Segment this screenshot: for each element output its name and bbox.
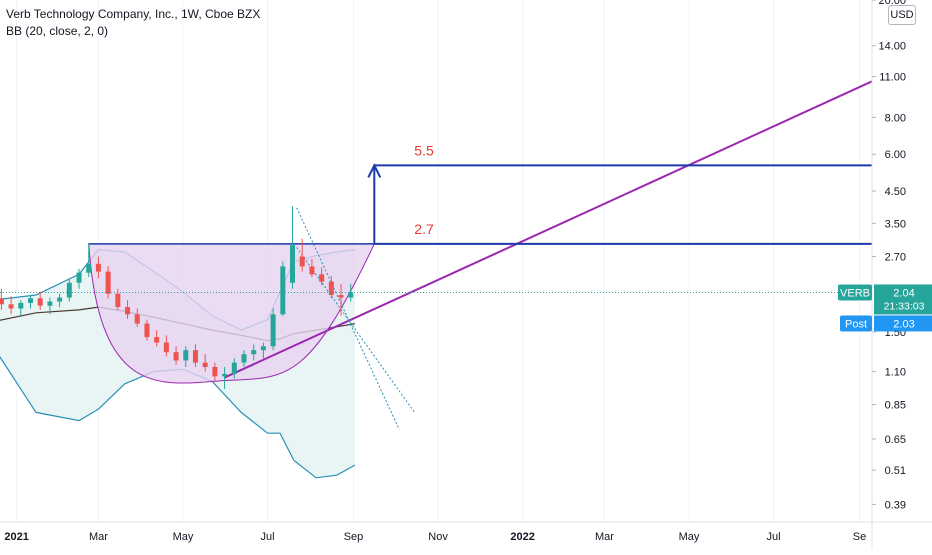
candle-body [144, 323, 150, 338]
candle-body [154, 337, 160, 343]
y-tick-label: 6.00 [885, 149, 906, 161]
post-price-value: 2.03 [893, 318, 914, 330]
x-tick-label: Se [853, 531, 866, 543]
candle-body [134, 314, 140, 324]
x-tick-label: Jul [261, 531, 275, 543]
candle-body [290, 245, 296, 283]
y-tick-label: 8.00 [885, 112, 906, 124]
candle-body [183, 350, 189, 361]
y-tick-label: 0.65 [885, 434, 906, 446]
y-tick-label: 20.00 [878, 0, 906, 7]
y-tick-label: 0.39 [885, 499, 906, 511]
arrow-head [367, 163, 382, 178]
y-tick-label: 1.10 [885, 367, 906, 379]
candle-body [260, 346, 266, 351]
y-tick-label: 3.50 [885, 218, 906, 230]
post-badge-label: Post [845, 318, 867, 330]
candle-body [115, 293, 121, 308]
x-tick-label: Nov [428, 531, 448, 543]
target-label-low: 2.7 [414, 221, 434, 237]
x-tick-label: Jul [767, 531, 781, 543]
x-tick-label: Sep [344, 531, 364, 543]
x-tick-label: May [679, 531, 700, 543]
candle-body [173, 352, 179, 361]
x-tick-label: 2022 [510, 531, 534, 543]
candle-body [95, 263, 101, 272]
candle-body [319, 274, 325, 282]
candle-body [125, 307, 131, 315]
candle-body [192, 350, 198, 363]
candle-body [338, 294, 344, 298]
target-label-high: 5.5 [414, 142, 434, 158]
candle-body [0, 298, 4, 305]
symbol-badge [838, 284, 872, 301]
y-tick-label: 0.51 [885, 465, 906, 477]
legend-indicator[interactable]: BB (20, close, 2, 0) [6, 24, 109, 38]
post-price-badge [874, 315, 932, 332]
candles [0, 206, 872, 390]
x-tick-label: 2021 [4, 531, 28, 543]
y-tick-label: 4.50 [885, 186, 906, 198]
candle-body [37, 298, 43, 306]
rising-trendline [224, 80, 873, 379]
falling-channel-line [296, 207, 400, 430]
legend-title[interactable]: Verb Technology Company, Inc., 1W, Cboe … [6, 7, 261, 21]
y-tick-label: 2.70 [885, 252, 906, 264]
y-tick-label: 11.00 [879, 72, 906, 84]
chart-legend: Verb Technology Company, Inc., 1W, Cboe … [6, 6, 260, 40]
currency-button[interactable]: USD [888, 5, 916, 25]
candle-body [309, 266, 315, 275]
candle-body [86, 263, 92, 273]
drawing-lines[interactable]: 2.7 5.5 [88, 80, 873, 430]
candle-body [57, 297, 63, 302]
candle-body [222, 373, 228, 377]
candle-body [105, 271, 111, 294]
last-price-value: 2.04 [893, 287, 914, 299]
countdown-value: 21:33:03 [884, 300, 925, 312]
candle-body [328, 281, 334, 295]
falling-channel-line [296, 247, 415, 413]
x-tick-label: May [173, 531, 194, 543]
candle-body [280, 266, 286, 315]
candle-body [348, 292, 354, 298]
candle-body [47, 301, 53, 306]
candle-body [231, 362, 237, 374]
candle-body [76, 272, 82, 283]
candle-body [66, 282, 72, 298]
symbol-badge-label: VERB [840, 287, 870, 299]
candle-body [299, 256, 305, 267]
candle-body [18, 302, 24, 309]
last-price-badge [874, 284, 932, 315]
candle-body [212, 367, 218, 377]
y-tick-label: 0.85 [885, 400, 906, 412]
candle-body [163, 342, 169, 353]
candle-body [202, 362, 208, 368]
candle-body [270, 314, 276, 347]
candle-body [251, 350, 257, 355]
candle-body [8, 304, 14, 309]
x-tick-label: Mar [595, 531, 614, 543]
candle-body [241, 354, 247, 363]
post-badge [840, 315, 872, 332]
candle-body [27, 298, 33, 303]
x-tick-label: Mar [89, 531, 108, 543]
y-tick-label: 14.00 [878, 41, 906, 53]
